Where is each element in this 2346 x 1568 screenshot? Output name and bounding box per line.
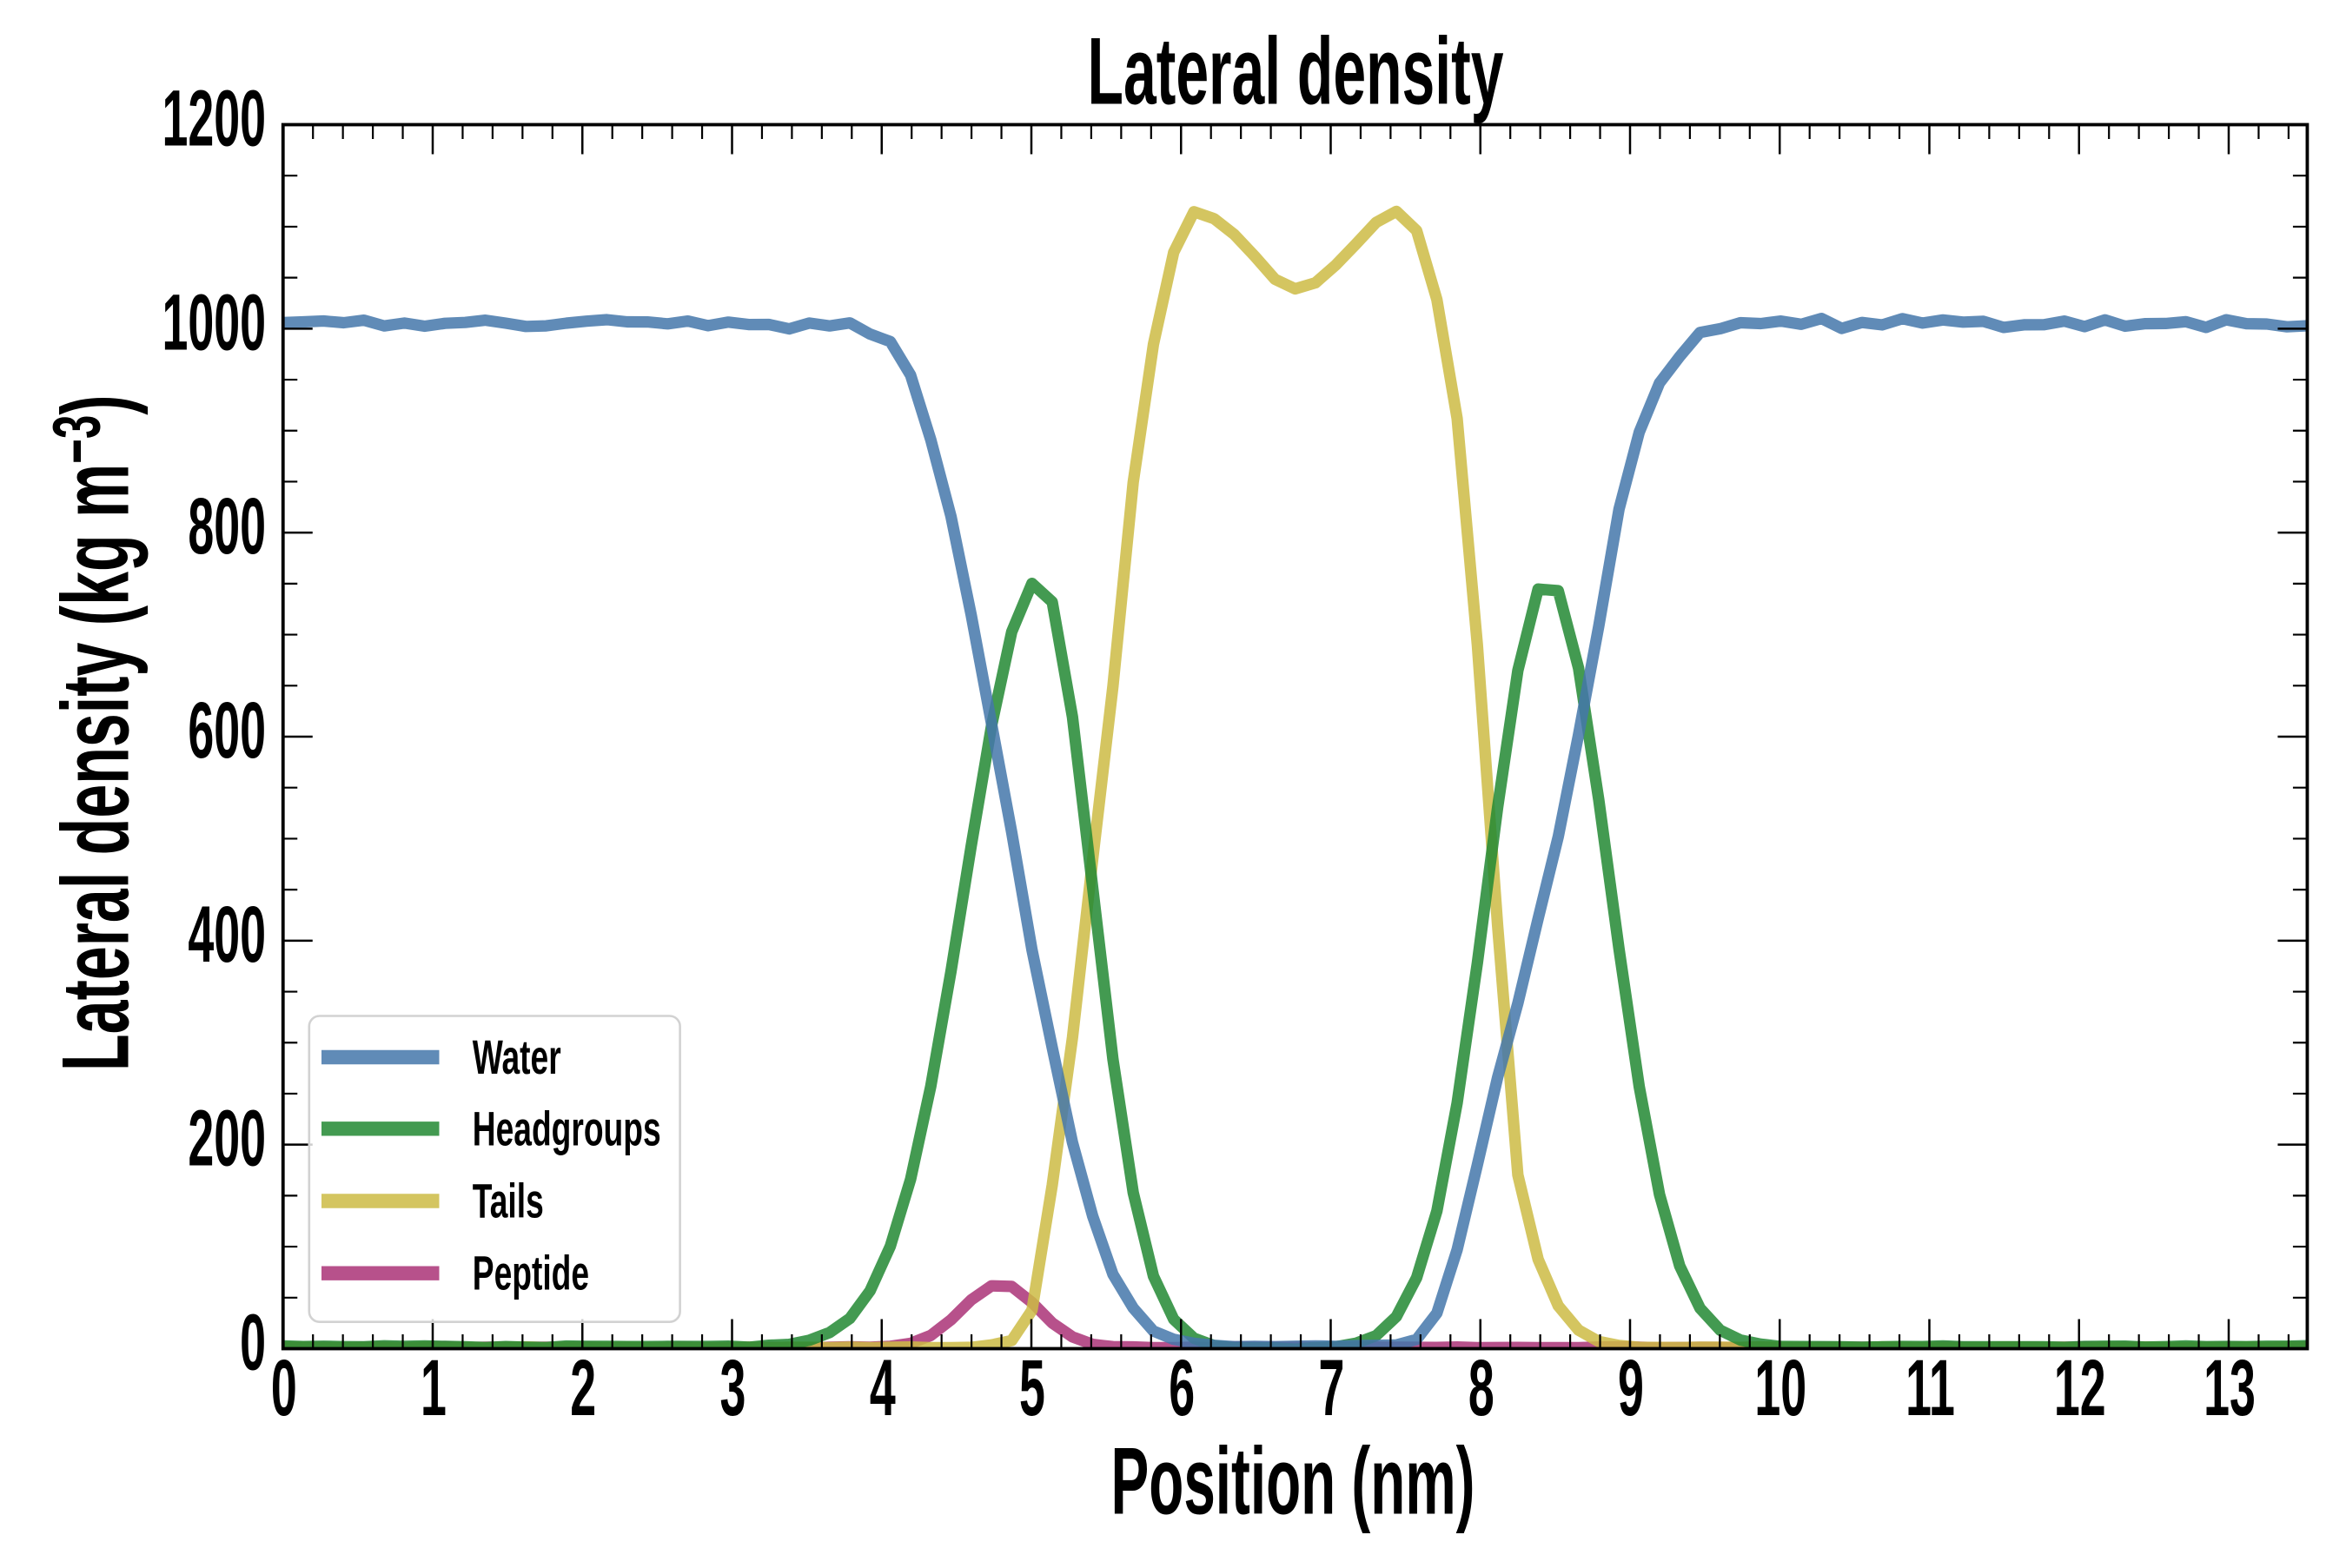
svg-text:11: 11 [1905, 1343, 1955, 1432]
svg-text:10: 10 [1754, 1343, 1806, 1432]
svg-text:1200: 1200 [162, 73, 266, 162]
svg-text:1: 1 [421, 1343, 447, 1432]
svg-text:Water: Water [473, 1030, 561, 1084]
svg-text:7: 7 [1319, 1343, 1345, 1432]
svg-text:Peptide: Peptide [473, 1246, 589, 1300]
svg-text:6: 6 [1169, 1343, 1195, 1432]
svg-text:Lateral density (kg m−3): Lateral density (kg m−3) [39, 394, 149, 1071]
svg-text:Headgroups: Headgroups [473, 1102, 661, 1155]
svg-text:Tails: Tails [473, 1174, 544, 1227]
svg-text:3: 3 [720, 1343, 746, 1432]
svg-text:9: 9 [1618, 1343, 1644, 1432]
svg-text:600: 600 [188, 685, 266, 775]
svg-text:200: 200 [188, 1094, 266, 1183]
svg-text:800: 800 [188, 481, 266, 571]
svg-text:4: 4 [870, 1343, 896, 1432]
svg-text:Lateral density: Lateral density [1088, 19, 1504, 124]
svg-text:400: 400 [188, 890, 266, 979]
svg-text:Position (nm): Position (nm) [1111, 1428, 1475, 1535]
svg-text:2: 2 [570, 1343, 596, 1432]
svg-text:0: 0 [271, 1343, 297, 1432]
svg-text:1000: 1000 [162, 277, 266, 367]
svg-text:8: 8 [1468, 1343, 1494, 1432]
svg-text:5: 5 [1019, 1343, 1045, 1432]
svg-text:0: 0 [240, 1297, 266, 1386]
svg-text:13: 13 [2204, 1343, 2256, 1432]
svg-text:12: 12 [2054, 1343, 2106, 1432]
